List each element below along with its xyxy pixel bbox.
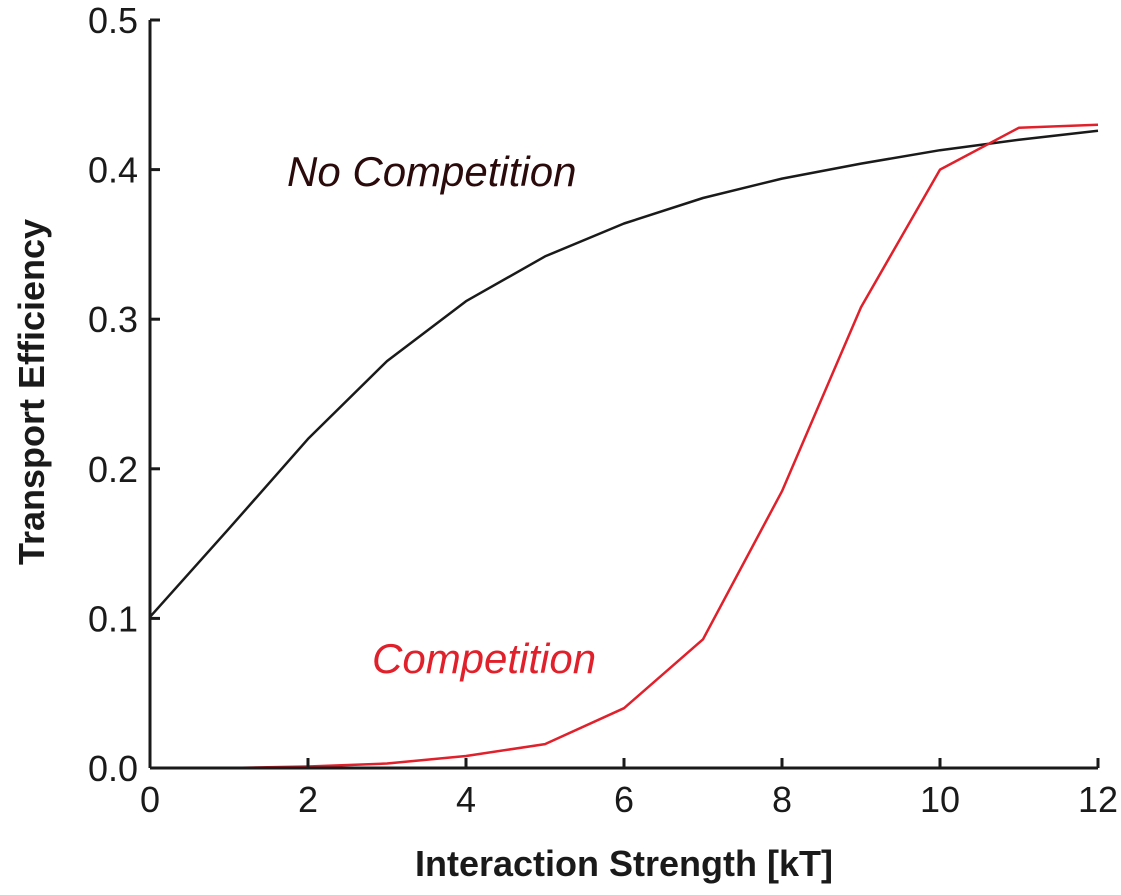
y-axis-title: Transport Efficiency <box>11 219 52 565</box>
x-tick-label: 10 <box>920 779 960 820</box>
axes <box>148 20 1098 770</box>
y-tick-label: 0.1 <box>88 598 138 639</box>
x-tick-label: 2 <box>298 779 318 820</box>
x-tick-label: 8 <box>772 779 792 820</box>
y-tick-label: 0.4 <box>88 150 138 191</box>
x-tick-label: 6 <box>614 779 634 820</box>
x-ticks: 0 2 4 6 8 10 12 <box>140 758 1118 820</box>
annotation-no-competition: No Competition <box>287 148 576 195</box>
series-line-competition <box>150 123 1099 770</box>
x-axis-title: Interaction Strength [kT] <box>415 843 833 884</box>
y-tick-label: 0.5 <box>88 0 138 41</box>
x-tick-label: 4 <box>456 779 476 820</box>
annotation-competition: Competition <box>372 635 596 682</box>
plot-lines <box>149 123 1099 770</box>
series-line-no-competition <box>149 129 1099 618</box>
y-tick-label: 0.3 <box>88 299 138 340</box>
y-tick-label: 0.2 <box>88 449 138 490</box>
x-tick-label: 12 <box>1078 779 1118 820</box>
y-tick-label: 0.0 <box>88 748 138 789</box>
y-ticks: 0.0 0.1 0.2 0.3 0.4 0.5 <box>88 0 160 789</box>
x-tick-label: 0 <box>140 779 160 820</box>
